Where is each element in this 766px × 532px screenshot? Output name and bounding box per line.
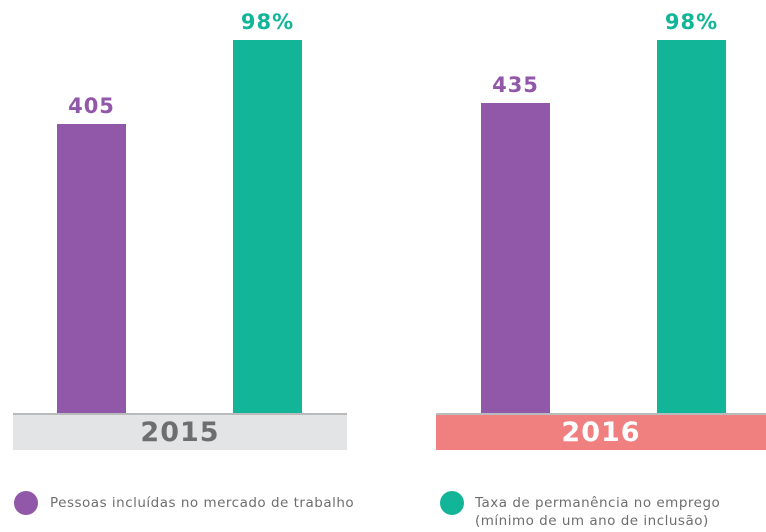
year-banner: 2015 xyxy=(13,413,347,450)
bar xyxy=(57,124,126,413)
legend-label: Taxa de permanência no emprego (mínimo d… xyxy=(475,495,721,529)
value-label: 405 xyxy=(68,94,115,118)
value-label: 435 xyxy=(492,72,539,97)
value-label: 98% xyxy=(240,10,295,34)
legend-marker xyxy=(440,491,464,515)
bar xyxy=(657,40,726,413)
legend-label: Pessoas incluídas no mercado de trabalho xyxy=(50,495,355,511)
bar xyxy=(481,102,550,413)
bar xyxy=(233,40,302,413)
value-label: 98% xyxy=(664,10,719,34)
legend-marker xyxy=(14,491,38,515)
year-banner: 2016 xyxy=(436,413,766,450)
